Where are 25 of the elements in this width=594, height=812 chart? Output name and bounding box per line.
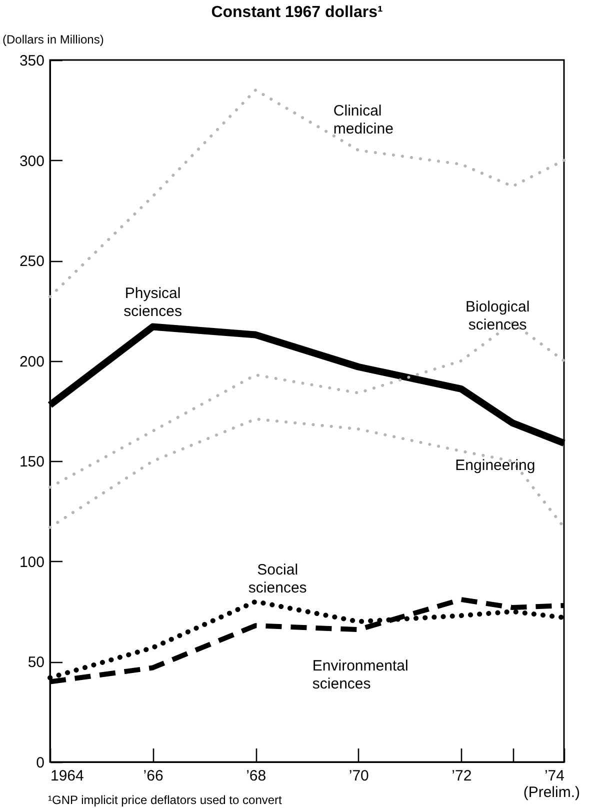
series-label: Engineering [455,457,536,474]
chart-title: Constant 1967 dollars¹ [210,4,384,22]
y-tick-label: 350 [19,52,44,70]
x-tick-label: ’66 [143,768,164,784]
line-series [48,418,566,529]
y-axis-title: (Dollars in Millions) [2,32,104,46]
series-label: Environmental sciences [312,658,408,693]
x-tick-label: ’70 [348,768,369,784]
text: (Prelim.) [523,784,580,801]
y-tick-label: 100 [19,554,44,571]
series-label: Social sciences [248,562,307,597]
series-label: Physical sciences [124,284,182,320]
series-label: Clinical medicine [333,102,394,138]
y-tick-label: 200 [19,353,44,370]
y-tick-label: 0 [36,754,44,772]
x-tick-label: 1964 [50,768,84,784]
text: ¹GNP implicit price deflators used to convert [48,793,282,807]
series-label: Biological sciences [465,298,530,334]
y-tick-label: 250 [19,253,44,270]
y-tick-label: 50 [28,654,44,672]
x-tick-label: ’68 [246,768,266,784]
y-tick-label: 300 [19,152,44,170]
x-tick-label: ’72 [452,768,472,784]
x-tick-label: ’74 [544,768,564,784]
y-tick-label: 150 [19,454,44,471]
